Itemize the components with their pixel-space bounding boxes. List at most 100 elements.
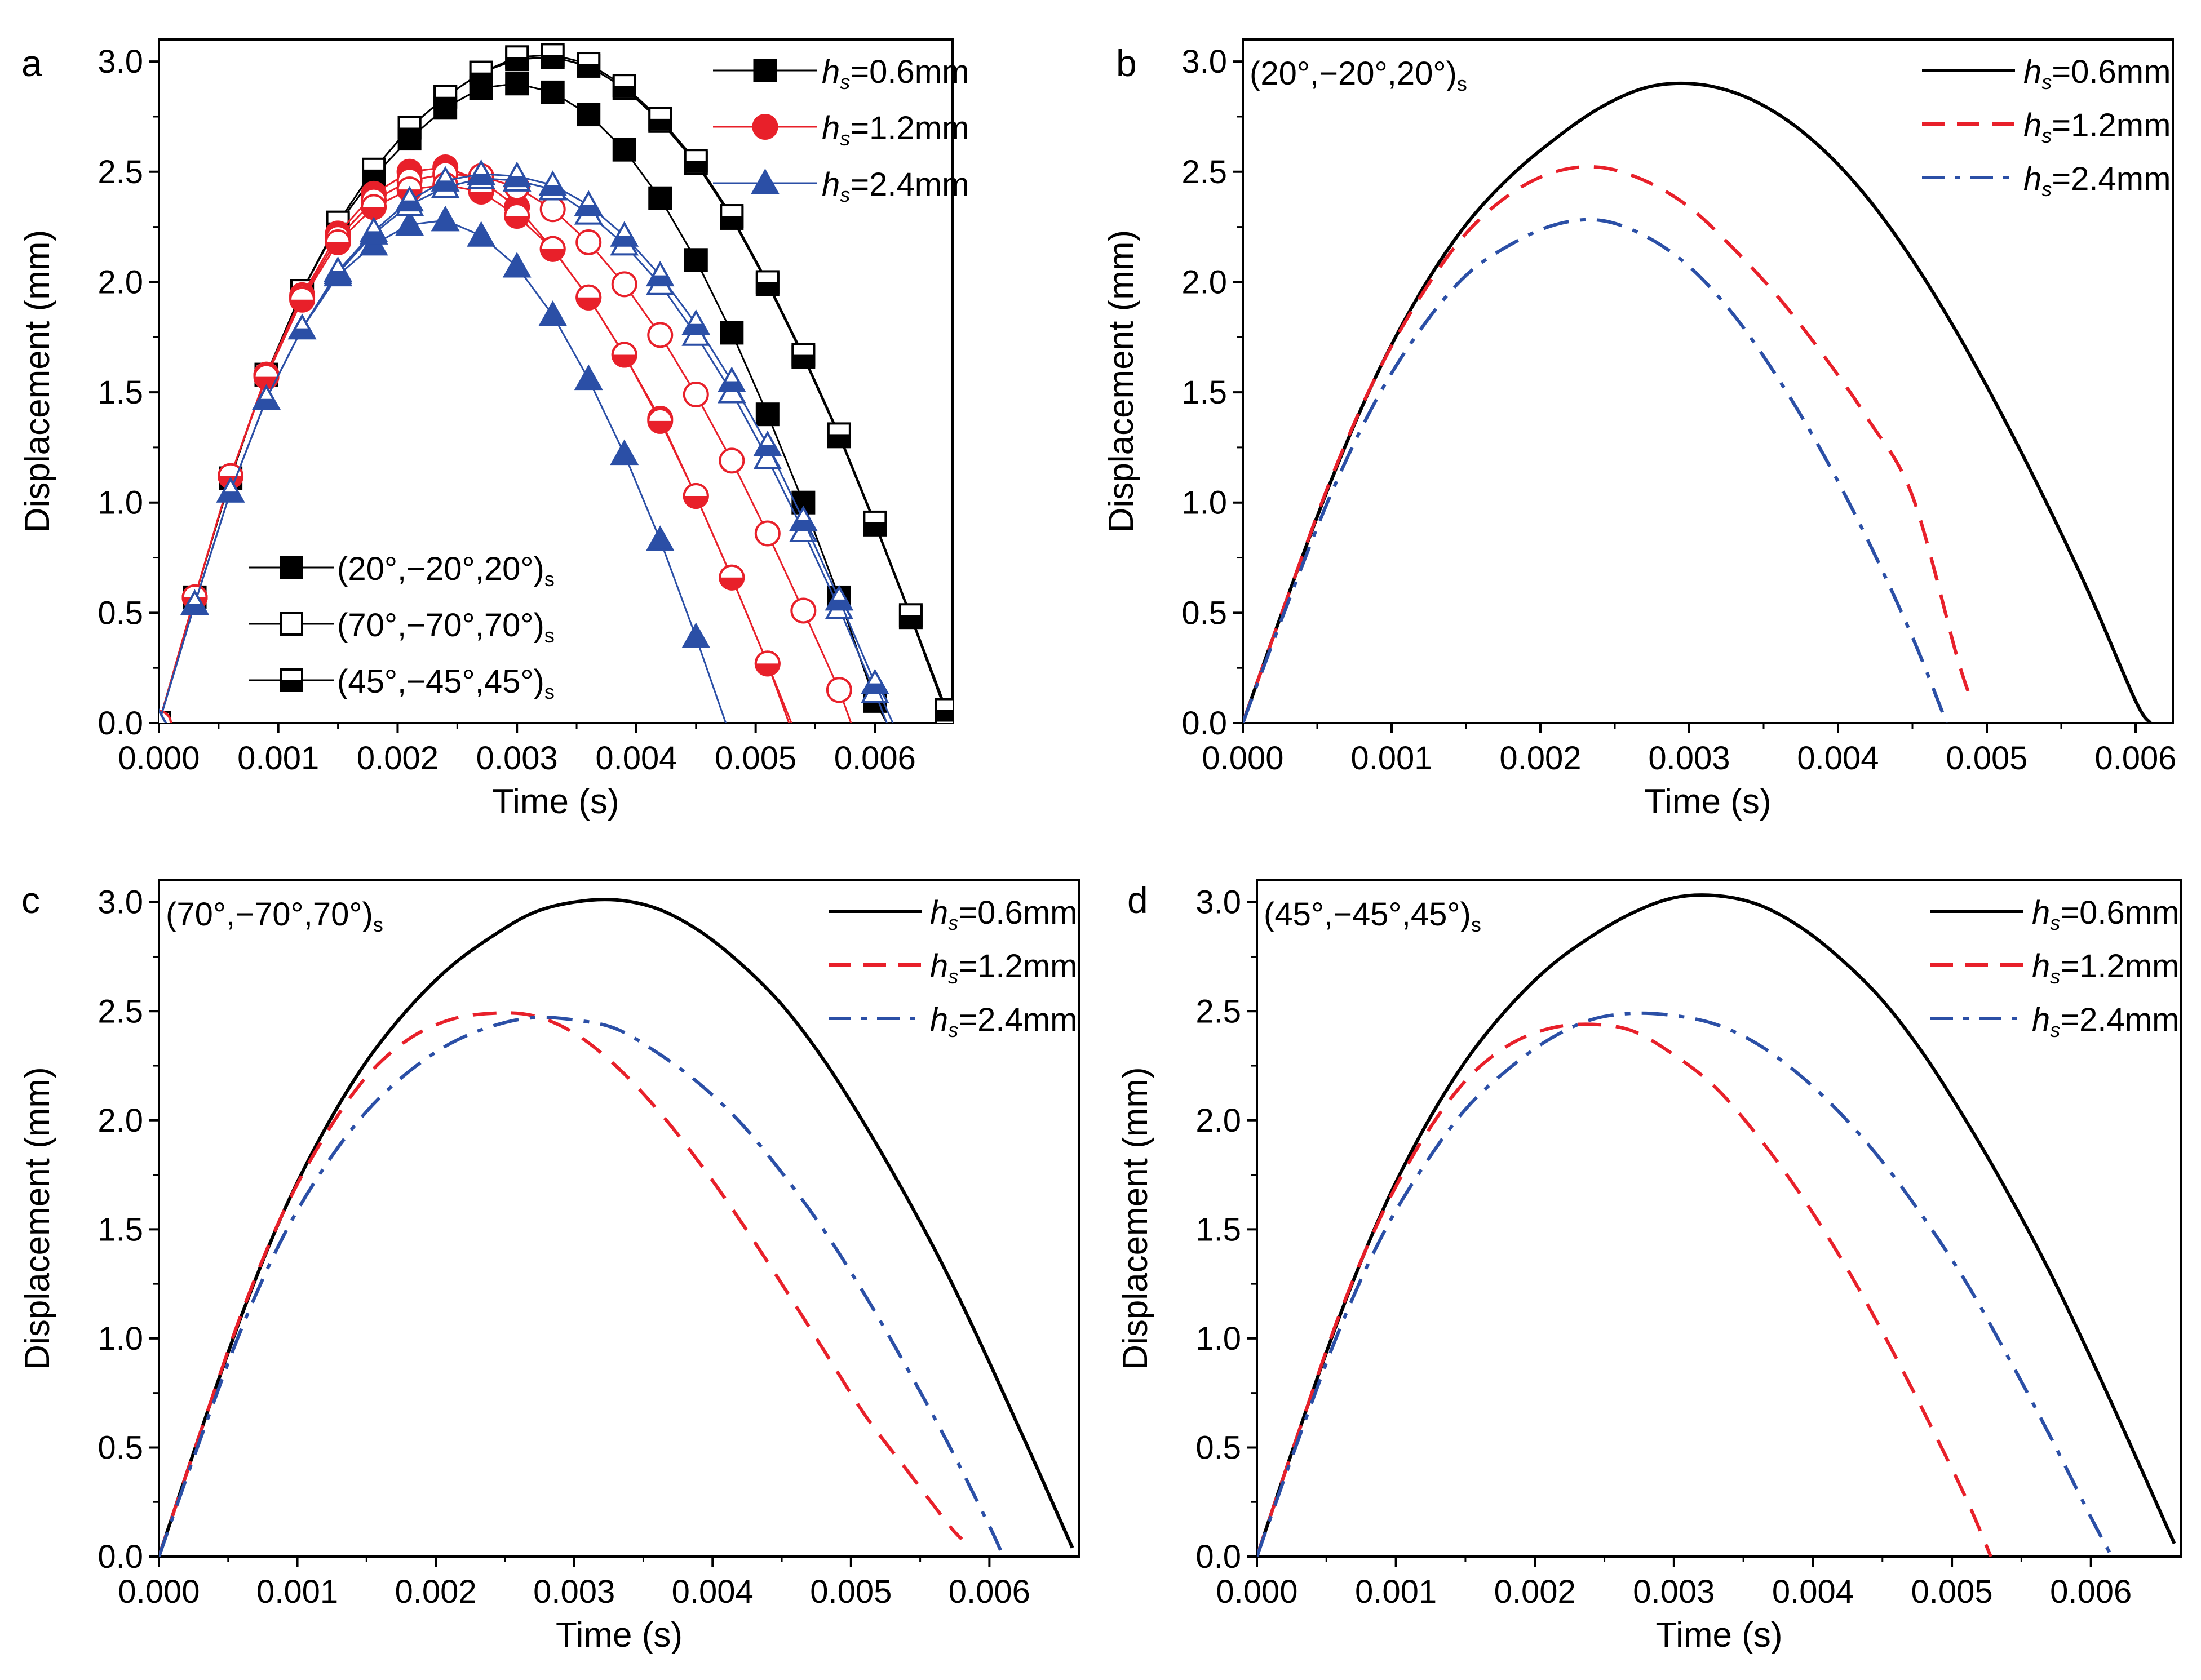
data-point-shape (719, 447, 745, 474)
series-line-0 (1257, 893, 2176, 1557)
data-point-half (576, 205, 601, 215)
data-point-shape (541, 80, 565, 104)
data-point-shape (505, 72, 529, 96)
x-tick-label: 0.003 (533, 1573, 615, 1610)
x-tick-label: 0.002 (395, 1573, 477, 1610)
data-point-half (504, 176, 530, 187)
legend-label-part-2: =2.4mm (850, 166, 969, 203)
panel-b: b 0.000 0.001 0.002 0.003 0.004 0.005 0.006 0.0 0… (1102, 38, 2177, 821)
data-point-half (719, 381, 745, 391)
x-tick-label: 0.002 (357, 740, 439, 777)
layup-label: (20°,−20°,20°)s (1250, 55, 1467, 95)
legend-marker-shape (280, 556, 303, 579)
data-point-half (862, 683, 888, 694)
legend-label-part-0: h (930, 894, 948, 931)
legend-marker-shape (752, 114, 778, 140)
legend-label-part-0: (70°,−70°,70°) (337, 607, 544, 644)
data-point (431, 166, 460, 192)
data-point (359, 216, 388, 242)
data-point (502, 252, 532, 278)
legend-marker (751, 169, 780, 194)
data-point (431, 205, 460, 232)
data-point (574, 190, 603, 216)
series-line-0 (1243, 81, 2152, 723)
x-tick-label: 0.000 (118, 1573, 200, 1610)
legend-label: hs=0.6mm (2032, 894, 2179, 934)
series-line-2 (159, 1016, 1005, 1557)
legend-label: (70°,−70°,70°)s (337, 607, 555, 647)
x-tick-label: 0.001 (1350, 740, 1432, 777)
legend-label: hs=0.6mm (930, 894, 1077, 934)
x-tick-label: 0.004 (595, 740, 677, 777)
data-point (754, 520, 781, 547)
y-tick-label: 0.5 (98, 1429, 143, 1466)
x-tick-label: 0.003 (1633, 1573, 1715, 1610)
y-tick-label: 2.5 (1181, 154, 1227, 190)
legend-label-part-1: s (840, 70, 850, 94)
y-axis-title: Displacement (mm) (18, 230, 57, 533)
legend-label-part-1: s (2041, 178, 2052, 201)
series-line-8 (159, 173, 894, 723)
data-point-shape (647, 322, 674, 348)
legend-label-part-1: s (2041, 70, 2052, 94)
data-point-half (828, 434, 850, 445)
data-point (755, 402, 780, 427)
y-tick-label: 0.5 (1195, 1429, 1241, 1466)
data-point-half (468, 174, 494, 184)
data-point (720, 321, 744, 345)
layup-label: (45°,−45°,45°)s (1264, 896, 1481, 936)
data-point (683, 381, 709, 407)
legend-label: (45°,−45°,45°)s (337, 663, 555, 703)
legend-label-part-0: h (2023, 54, 2041, 90)
x-tick-label: 0.004 (1797, 740, 1879, 777)
data-point (505, 45, 529, 69)
y-tick-label: 0.5 (1181, 595, 1227, 631)
legend-label-part-1: s (840, 183, 850, 206)
y-tick-label: 2.0 (98, 1102, 143, 1139)
data-point-shape (611, 271, 637, 298)
data-point (684, 149, 708, 173)
legend-label-part-1: s (2050, 965, 2060, 988)
data-point (467, 159, 496, 185)
legend-label-part-1: s (544, 680, 555, 703)
data-point (648, 186, 672, 210)
legend-marker-half (281, 680, 302, 691)
legend-marker-shape (753, 59, 777, 82)
series-line-0 (159, 898, 1074, 1557)
data-point (791, 343, 816, 367)
panel-c: c 0.000 0.001 0.002 0.003 0.004 0.005 0.006 0.0 0… (18, 879, 1080, 1655)
legend-label-part-2: =1.2mm (2052, 107, 2171, 144)
panel-letter: a (21, 42, 42, 84)
data-point-shape (431, 205, 460, 232)
legend-label-part-2: =1.2mm (850, 110, 969, 147)
data-point (577, 52, 601, 76)
legend-label-part-0: h (822, 54, 840, 90)
data-layer (1257, 893, 2176, 1557)
data-point-shape (754, 520, 781, 547)
data-point-shape (467, 221, 496, 247)
legend-label-part-2: =0.6mm (958, 894, 1077, 931)
layup-label-part-0: (20°,−20°,20°) (1250, 55, 1457, 92)
data-point (433, 85, 458, 109)
legend-label-part-1: s (948, 911, 958, 934)
data-point-half (613, 86, 635, 97)
data-point (681, 309, 711, 335)
panel-letter: d (1127, 879, 1148, 921)
data-point-half (649, 118, 671, 130)
x-tick-label: 0.005 (1946, 740, 2027, 777)
x-tick-label: 0.006 (2050, 1573, 2132, 1610)
data-point (645, 260, 675, 287)
legend-label-part-1: s (840, 127, 850, 150)
legend-marker (753, 59, 777, 82)
data-point-half (685, 161, 707, 172)
data-point (395, 185, 424, 212)
x-tick-label: 0.006 (2094, 740, 2176, 777)
data-point (289, 286, 316, 313)
data-point (791, 490, 816, 515)
y-tick-label: 1.5 (1181, 374, 1227, 411)
legend-label-part-0: h (2023, 107, 2041, 144)
data-point (611, 342, 637, 368)
data-point (647, 407, 674, 434)
y-tick-label: 3.0 (98, 43, 143, 80)
data-point-shape (826, 677, 852, 703)
